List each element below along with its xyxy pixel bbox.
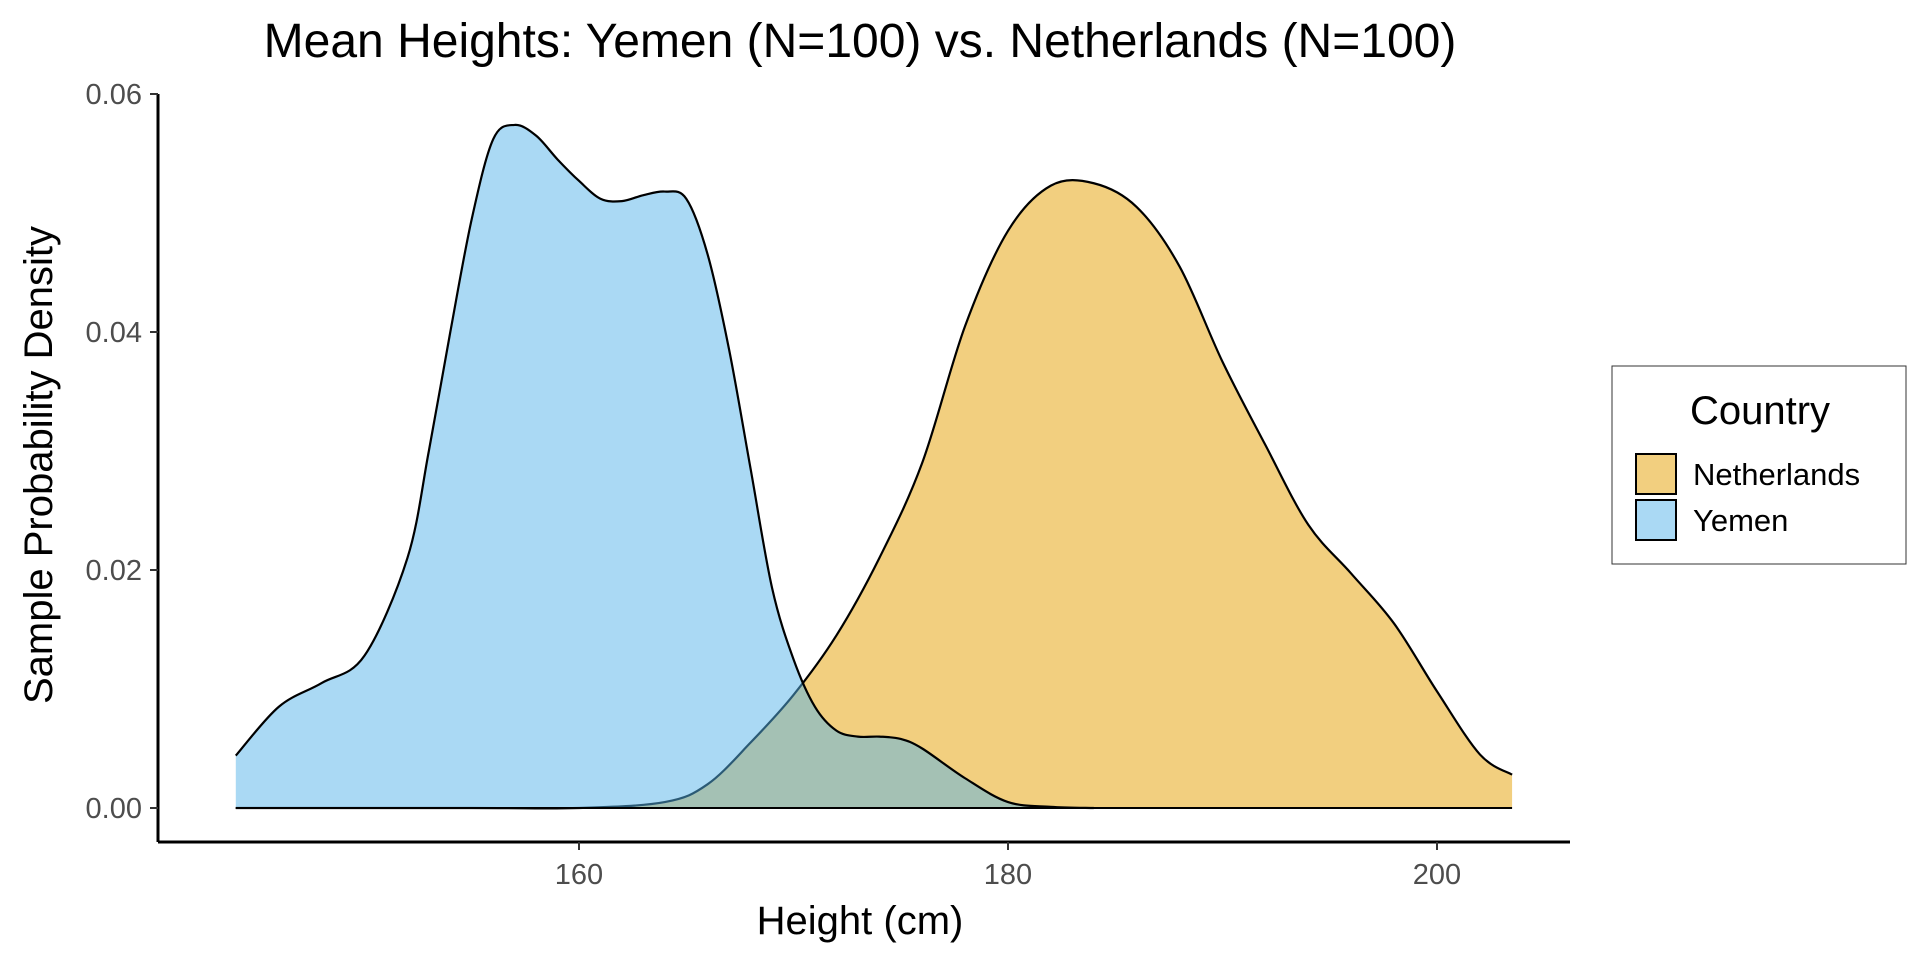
x-tick-label: 180 (984, 859, 1032, 891)
legend-label-yemen: Yemen (1693, 503, 1788, 538)
legend-key-netherlands (1635, 453, 1677, 495)
legend: Country Netherlands Yemen (1611, 365, 1907, 565)
x-axis-title: Height (cm) (757, 899, 964, 943)
y-tick-label: 0.04 (86, 317, 142, 349)
x-tick-label: 200 (1413, 859, 1461, 891)
y-axis-title: Sample Probability Density (17, 226, 61, 704)
y-tick-label: 0.06 (86, 79, 142, 111)
legend-label-netherlands: Netherlands (1693, 457, 1860, 492)
density-line-yemen (234, 123, 1094, 810)
legend-key-yemen (1635, 499, 1677, 541)
chart-title: Mean Heights: Yemen (N=100) vs. Netherla… (264, 15, 1457, 68)
axes: 0.00 0.02 0.04 0.06 160 180 200 (86, 79, 1570, 891)
density-area-netherlands (235, 180, 1513, 809)
legend-title: Country (1690, 389, 1830, 433)
plot-area (234, 123, 1513, 810)
y-tick-label: 0.02 (86, 555, 142, 587)
y-tick-label: 0.00 (86, 793, 142, 825)
density-area-yemen (235, 124, 1094, 809)
legend-items: Netherlands Yemen (1635, 453, 1860, 541)
x-tick-label: 160 (555, 859, 603, 891)
